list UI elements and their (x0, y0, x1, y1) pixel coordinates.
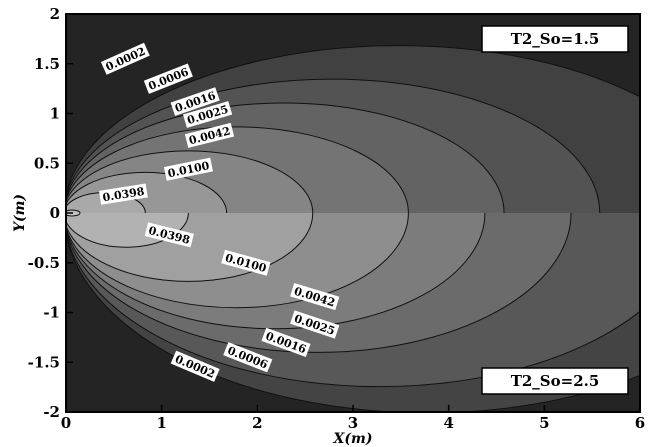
x-tick-label: 1 (156, 414, 166, 432)
y-tick-label: 2 (50, 5, 60, 23)
x-tick-label: 5 (539, 414, 549, 432)
x-axis-label: X(m) (333, 431, 373, 447)
contour-label-box (100, 42, 150, 75)
contour-label-box (170, 350, 220, 382)
contour-label-box (184, 122, 235, 148)
x-tick-label: 2 (252, 414, 262, 432)
x-tick-label: 0 (61, 414, 71, 432)
legend-upper-label: T2_So=1.5 (511, 30, 600, 48)
x-tick-label: 3 (348, 414, 358, 432)
y-tick-label: -1 (43, 304, 60, 322)
y-tick-label: 0 (50, 204, 60, 222)
x-axis-ticks: 0 1 2 3 4 5 6 (61, 405, 645, 432)
contour-label-box (290, 310, 340, 339)
x-tick-label: 4 (443, 414, 453, 432)
legend-upper-panel: T2_So=1.5 (481, 25, 629, 53)
y-axis-label: Y(m) (12, 194, 28, 232)
y-axis-ticks: 2 1.5 1 0.5 0 -0.5 -1 -1.5 -2 (28, 5, 73, 421)
y-tick-label: 0.5 (34, 154, 60, 172)
contour-label-box (261, 327, 311, 357)
contour-label-box (182, 101, 233, 128)
contour-label-box (163, 157, 213, 181)
contour-label-box (223, 342, 273, 373)
legend-lower-label: T2_So=2.5 (511, 372, 600, 390)
contour-label-box (98, 183, 148, 205)
legend-lower-panel: T2_So=2.5 (481, 367, 629, 395)
contour-label-box (221, 249, 271, 276)
contour-label-box (170, 87, 220, 116)
contour-label-box (143, 63, 193, 94)
contour-label-box (144, 222, 194, 248)
y-tick-label: 1.5 (34, 55, 60, 73)
contour-label-box (290, 282, 340, 311)
y-tick-label: -0.5 (28, 254, 60, 272)
x-tick-label: 6 (635, 414, 645, 432)
y-tick-label: 1 (50, 105, 60, 123)
y-tick-label: -1.5 (28, 353, 60, 371)
y-tick-label: -2 (43, 403, 60, 421)
